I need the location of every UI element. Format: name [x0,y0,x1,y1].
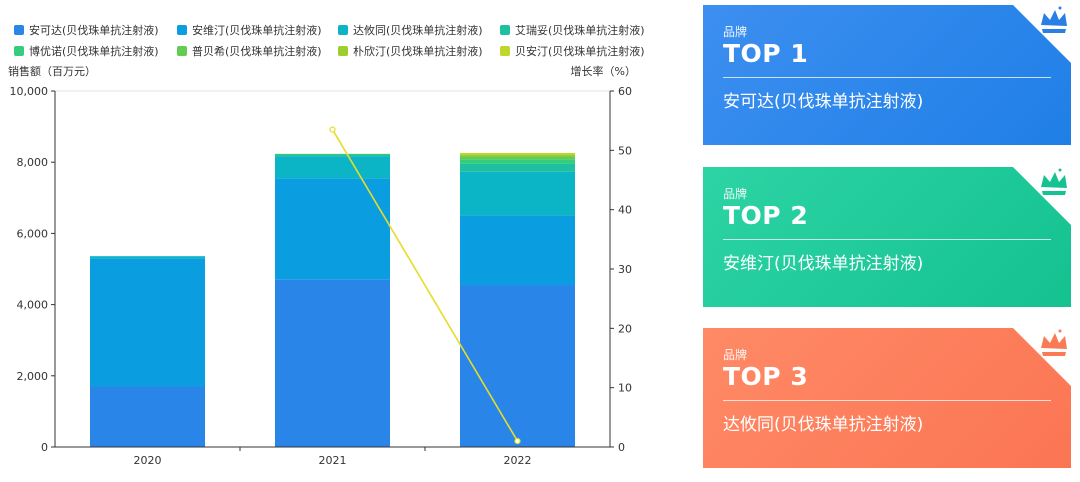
chart-tick-labels: 0 2,000 4,000 6,000 8,000 10,000 0 10 20 30 40 50 60… [10,85,633,467]
crown-icon [1013,167,1071,225]
y-left-tick-label: 4,000 [17,299,49,312]
legend-label[interactable]: 安可达(贝伐珠单抗注射液) [29,23,159,37]
y-right-tick-label: 30 [618,263,632,276]
bar-segment[interactable] [460,152,575,155]
legend-label[interactable]: 安维汀(贝伐珠单抗注射液) [192,23,322,37]
top2-brand-label: 品牌 [723,187,748,201]
y-axis-left-label: 销售额（百万元） [8,64,96,78]
y-left-tick-label: 0 [41,441,48,454]
bar-segment[interactable] [90,256,205,259]
bar-segment[interactable] [460,171,575,216]
chart-legend: 安可达(贝伐珠单抗注射液) 安维汀(贝伐珠单抗注射液) 达攸同(贝伐珠单抗注射液) 艾… [14,23,645,58]
top2-divider [723,239,1051,240]
top3-brand-label: 品牌 [723,348,748,362]
top1-card: 品牌 TOP 1 安可达(贝伐珠单抗注射液) [703,5,1071,145]
top1-divider [723,77,1051,78]
growth-point[interactable] [514,437,521,445]
bar-segment[interactable] [275,178,390,280]
bar-segment[interactable] [275,279,390,447]
legend-label[interactable]: 贝安汀(贝伐珠单抗注射液) [515,44,645,58]
y-right-tick-label: 0 [618,441,625,454]
bar-segment[interactable] [275,154,390,157]
bar-segment[interactable] [460,215,575,286]
y-right-tick-label: 50 [618,144,632,157]
top2-rank: TOP 2 [723,201,809,230]
bar-segment[interactable] [460,163,575,172]
y-right-tick-label: 10 [618,382,632,395]
top3-brand-name: 达攸同(贝伐珠单抗注射液) [723,415,924,435]
bar-segment[interactable] [460,156,575,160]
top3-card: 品牌 TOP 3 达攸同(贝伐珠单抗注射液) [703,328,1071,468]
x-tick-label: 2022 [504,454,532,467]
crown-icon [1013,328,1071,386]
legend-swatch [500,46,510,56]
legend-swatch [177,25,187,35]
legend-swatch [177,46,187,56]
top1-rank: TOP 1 [723,39,809,68]
legend-swatch [500,25,510,35]
y-right-tick-label: 40 [618,204,632,217]
y-right-tick-label: 20 [618,322,632,335]
legend-label[interactable]: 普贝希(贝伐珠单抗注射液) [192,44,322,58]
bar-segment[interactable] [90,386,205,447]
y-left-tick-label: 8,000 [17,156,49,169]
growth-point[interactable] [329,126,336,133]
top2-brand-name: 安维汀(贝伐珠单抗注射液) [723,254,924,274]
bar-segment[interactable] [460,154,575,157]
top1-brand-name: 安可达(贝伐珠单抗注射液) [723,92,924,112]
top3-rank: TOP 3 [723,362,809,391]
x-tick-label: 2020 [134,454,162,467]
legend-label[interactable]: 博优诺(贝伐珠单抗注射液) [29,44,159,58]
crown-icon [1013,5,1071,63]
y-left-tick-label: 10,000 [10,85,49,98]
legend-label[interactable]: 达攸同(贝伐珠单抗注射液) [353,23,483,37]
growth-line [329,126,521,445]
top2-card: 品牌 TOP 2 安维汀(贝伐珠单抗注射液) [703,167,1071,307]
top3-divider [723,400,1051,401]
legend-swatch [14,25,24,35]
bar-segment[interactable] [460,159,575,164]
legend-label[interactable]: 朴欣汀(贝伐珠单抗注射液) [353,44,483,58]
y-right-tick-label: 60 [618,85,632,98]
sales-chart: 安可达(贝伐珠单抗注射液) 安维汀(贝伐珠单抗注射液) 达攸同(贝伐珠单抗注射液) 艾… [8,23,645,467]
top1-brand-label: 品牌 [723,25,748,39]
bar-segment[interactable] [275,156,390,179]
legend-swatch [14,46,24,56]
bar-segment[interactable] [275,153,390,155]
growth-line-path [331,129,519,442]
chart-bars [90,152,575,447]
legend-label[interactable]: 艾瑞妥(贝伐珠单抗注射液) [515,23,645,37]
legend-swatch [338,25,348,35]
legend-swatch [338,46,348,56]
x-tick-label: 2021 [319,454,347,467]
bar-segment[interactable] [90,258,205,387]
y-left-tick-label: 2,000 [17,370,49,383]
bar-segment[interactable] [460,285,575,447]
y-left-tick-label: 6,000 [17,227,49,240]
y-axis-right-label: 增长率（%） [571,64,636,78]
